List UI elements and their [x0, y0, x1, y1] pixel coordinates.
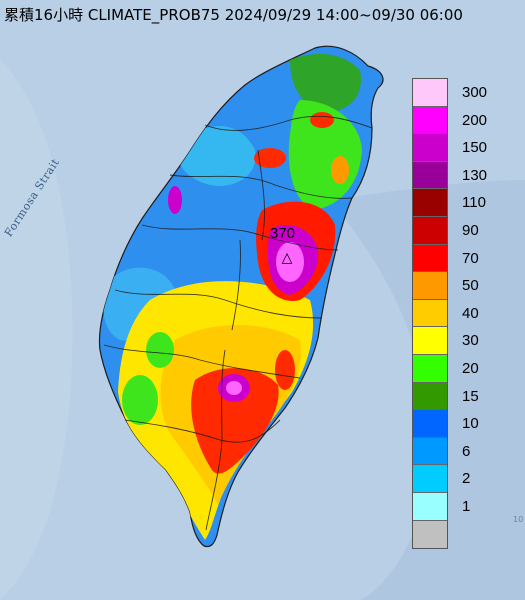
sea-shading-west — [0, 60, 73, 600]
legend-label: 70 — [462, 249, 479, 267]
rain-zone-2mm — [177, 126, 256, 186]
legend-label: 15 — [462, 387, 479, 405]
legend-swatch — [413, 410, 447, 438]
legend-label: 50 — [462, 277, 479, 295]
rain-zone-northeast-red — [310, 112, 334, 128]
legend-swatch — [413, 382, 447, 411]
legend-label: 130 — [462, 166, 488, 184]
rain-zone-70mm — [191, 368, 279, 474]
corner-label: 10 — [513, 515, 524, 524]
legend-swatch — [413, 106, 447, 135]
rain-zone-east-orange — [331, 156, 349, 184]
rain-zone-east-peak — [276, 242, 304, 282]
legend-label: 20 — [462, 360, 479, 377]
legend-swatch — [413, 465, 447, 493]
rain-zone-south-peak-core — [226, 381, 242, 395]
legend-label: 30 — [462, 332, 479, 350]
legend-swatch — [413, 161, 447, 190]
rain-zone-north-red — [254, 148, 286, 168]
legend-swatch — [413, 244, 447, 273]
legend-label: 110 — [462, 194, 486, 212]
legend-swatch — [413, 272, 447, 300]
peak-marker-icon: △ — [282, 250, 293, 266]
rain-zone-west-magenta — [168, 186, 182, 214]
legend-swatch — [413, 492, 447, 521]
legend-swatch — [413, 520, 447, 549]
legend-swatch — [413, 354, 447, 383]
legend-swatch — [413, 189, 447, 217]
legend-label: 10 — [462, 415, 479, 433]
legend-label: 90 — [462, 222, 479, 239]
rain-zone-southwest-green — [122, 375, 158, 425]
legend-swatch — [413, 327, 447, 355]
legend-label: 2 — [462, 470, 471, 488]
map-title: 累積16小時 CLIMATE_PROB75 2024/09/29 14:00~0… — [4, 6, 463, 24]
legend-swatch — [413, 299, 447, 328]
rain-zone-west-green — [146, 332, 174, 368]
legend-label: 300 — [462, 84, 488, 101]
color-legend — [412, 78, 448, 550]
county-boundaries — [103, 115, 373, 531]
legend-label: 6 — [462, 442, 471, 460]
peak-value-label: 370 — [270, 225, 296, 242]
legend-swatch — [413, 216, 447, 245]
legend-swatch — [413, 79, 447, 107]
rain-zone-southeast-red — [275, 350, 295, 390]
legend-label: 1 — [462, 498, 471, 515]
legend-label: 200 — [462, 111, 488, 129]
legend-swatch — [413, 134, 447, 162]
legend-label: 150 — [462, 139, 488, 157]
legend-swatch — [413, 437, 447, 466]
legend-label: 40 — [462, 304, 479, 322]
rain-zone-15mm-north — [290, 53, 361, 112]
